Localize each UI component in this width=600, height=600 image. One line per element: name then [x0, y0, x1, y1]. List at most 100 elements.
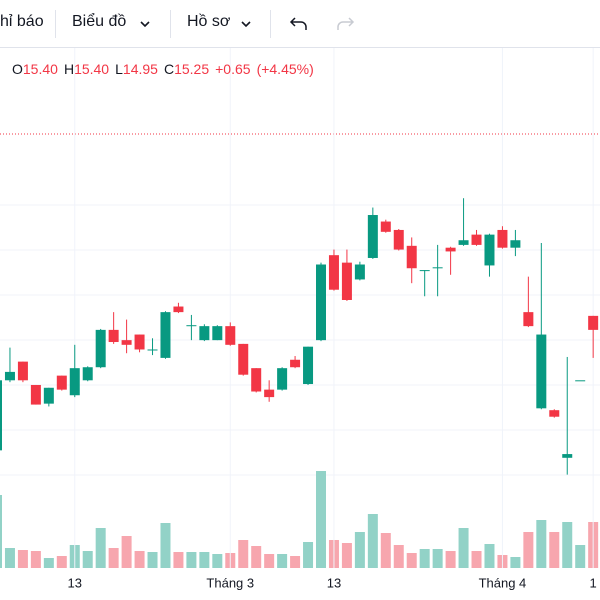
candle-body [4, 371, 15, 381]
candle-body [95, 329, 106, 368]
volume-bar [549, 532, 560, 568]
separator [170, 10, 171, 38]
x-tick-label: 13 [68, 575, 82, 590]
profile-menu[interactable]: Hồ sơ [187, 13, 231, 30]
candle-body [30, 384, 41, 405]
chevron [140, 21, 150, 28]
legend-value: 15.40 [74, 61, 110, 77]
volume-bar [251, 546, 262, 568]
candle-body [549, 410, 560, 417]
volume-bar [419, 549, 430, 568]
volume-bar [30, 551, 41, 568]
candle-body [225, 326, 236, 345]
volume-bar [290, 556, 301, 568]
chart-menu[interactable]: Biểu đồ [72, 13, 127, 30]
candle-body [367, 215, 378, 258]
volume-bar [17, 550, 28, 568]
candle-body [303, 346, 314, 385]
candle-body [134, 334, 145, 350]
candle-body [562, 454, 573, 458]
volume-bar [380, 533, 391, 568]
candle-body [173, 306, 184, 313]
volume-bar [0, 495, 2, 568]
volume-bar [341, 543, 352, 568]
legend-key: C [163, 61, 175, 77]
candle-body [458, 240, 469, 245]
volume-bar [199, 552, 210, 568]
candle-body [419, 270, 430, 272]
legend-key: H [63, 61, 75, 77]
volume-bar [354, 532, 365, 568]
volume-bar [471, 551, 482, 568]
separator [55, 10, 56, 38]
legend-value: 15.40 [22, 61, 58, 77]
legend-key: L [115, 61, 123, 77]
candle-body [17, 361, 28, 381]
volume-bar [56, 556, 67, 568]
volume-bar [82, 551, 93, 568]
volume-bar [562, 522, 573, 568]
volume-bar [4, 548, 15, 568]
candle-body [82, 367, 93, 381]
candle-body [290, 359, 301, 368]
volume-bar [238, 540, 249, 568]
volume-bar [43, 558, 54, 568]
volume-bar [510, 557, 521, 568]
separator [270, 10, 271, 38]
x-tick-label: Tháng 3 [206, 575, 254, 590]
legend-change: +0.65 [215, 61, 251, 77]
candle-body [523, 312, 534, 327]
candle-body [380, 221, 391, 232]
volume-bar [523, 532, 534, 568]
candle-body [510, 240, 521, 248]
volume-bar [458, 528, 469, 568]
candle-body [212, 326, 223, 341]
volume-bar [432, 549, 443, 568]
candle-body [108, 329, 119, 343]
x-tick-label: 13 [327, 575, 341, 590]
indicators-button[interactable]: hỉ báo [0, 13, 44, 30]
candle-body [432, 267, 443, 269]
candle-body [69, 368, 80, 396]
candle-body [0, 380, 2, 451]
candle-body [588, 315, 599, 330]
undo-button[interactable] [288, 13, 310, 35]
volume-bar [277, 554, 288, 568]
candle-body [406, 245, 417, 269]
volume-bar [212, 554, 223, 568]
candle-body [43, 387, 54, 404]
candle-body [56, 375, 67, 390]
volume-bar [186, 552, 197, 568]
ohlc-legend: O15.40 H15.40 L14.95 C15.25 +0.65 (+4.45%) [12, 61, 314, 77]
volume-bar [134, 551, 145, 568]
legend-change-pct: (+4.45%) [256, 61, 314, 77]
volume-bar [160, 523, 171, 568]
volume-bar [367, 514, 378, 568]
h-grid [0, 204, 600, 476]
candle-body [121, 340, 132, 345]
candle-body [575, 380, 586, 382]
x-tick-label: Tháng 4 [479, 575, 527, 590]
candle-body [354, 264, 365, 280]
redo-button[interactable] [334, 13, 356, 35]
volume-bar [484, 544, 495, 568]
candle-body [341, 262, 352, 300]
volume-bar [393, 545, 404, 568]
candle-body [147, 349, 158, 351]
volume-bar [303, 542, 314, 568]
volume-bar [108, 548, 119, 568]
candle-body [497, 229, 508, 248]
volume-bar [264, 554, 275, 568]
volume-bar [95, 528, 106, 568]
candle-body [186, 325, 197, 327]
toolbar: hỉ báo Biểu đồ Hồ sơ [0, 0, 600, 48]
candle-body [238, 343, 249, 375]
volume-bar [316, 471, 326, 568]
volume-bar [173, 552, 184, 568]
volume-bar [575, 545, 586, 568]
candle-body [316, 264, 326, 341]
volume-bar [121, 536, 132, 568]
candle-body [445, 247, 456, 252]
